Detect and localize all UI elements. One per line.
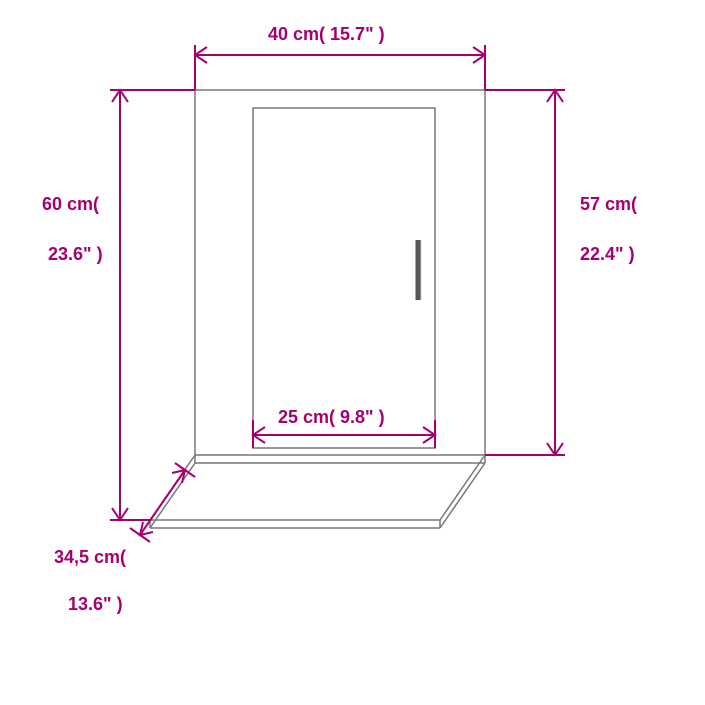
cabinet-front-base-diag: [440, 463, 485, 528]
dim-depth-label1: 34,5 cm(: [54, 547, 126, 567]
cabinet-side-right-edge: [440, 455, 485, 520]
dim-door-width-label: 25 cm( 9.8" ): [278, 407, 385, 427]
cabinet-front: [195, 90, 485, 455]
dim-height-left-label2: 23.6" ): [48, 244, 103, 264]
dim-depth: [130, 463, 195, 542]
dim-height-right-label1: 57 cm(: [580, 194, 637, 214]
dim-width-top: [195, 45, 485, 90]
dim-height-right-label2: 22.4" ): [580, 244, 635, 264]
dim-depth-label2: 13.6" ): [68, 594, 123, 614]
dim-width-top-label: 40 cm( 15.7" ): [268, 24, 385, 44]
dim-height-right: [485, 90, 565, 455]
cabinet-door: [253, 108, 435, 448]
cabinet-drawing: [150, 90, 485, 528]
dim-height-left: [110, 90, 195, 520]
dim-height-left-label1: 60 cm(: [42, 194, 99, 214]
